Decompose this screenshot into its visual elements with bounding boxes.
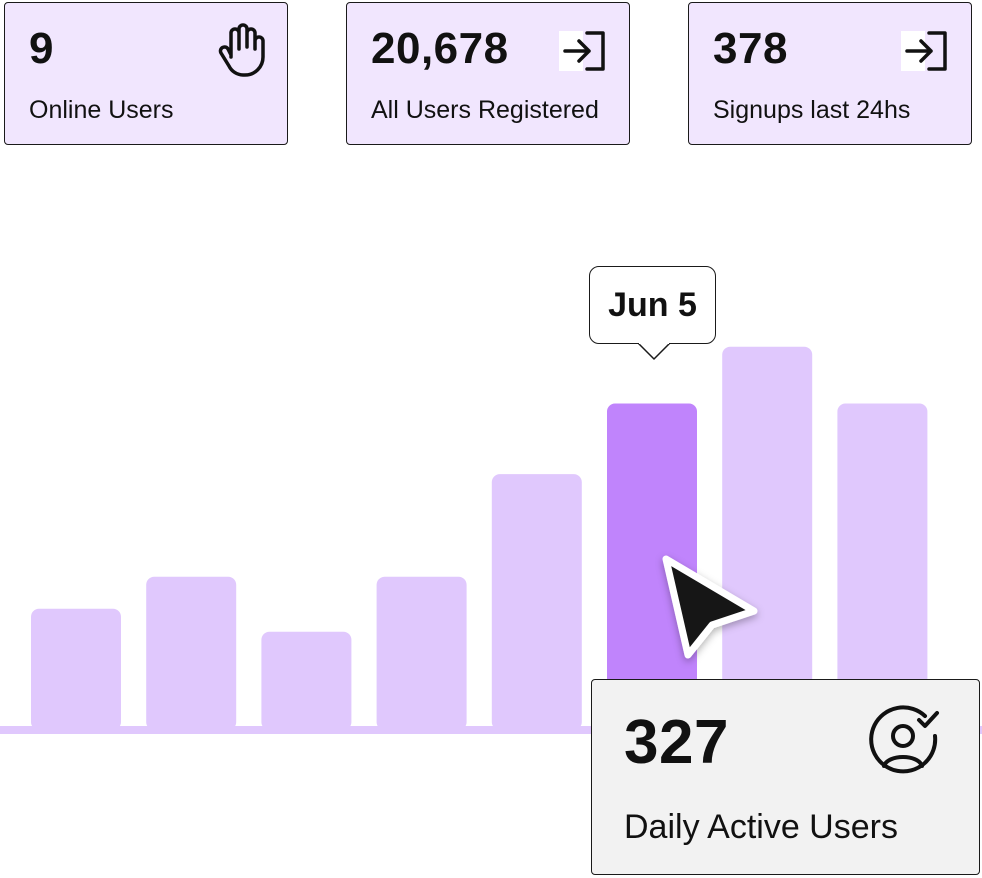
- stat-card-all-users: 20,678 All Users Registered: [346, 2, 630, 145]
- chart-bar[interactable]: [722, 346, 813, 730]
- daily-active-users-label: Daily Active Users: [624, 808, 898, 846]
- all-users-label: All Users Registered: [371, 96, 599, 124]
- user-check-icon: [869, 705, 939, 774]
- online-users-value: 9: [29, 24, 54, 73]
- chart-bar[interactable]: [376, 576, 467, 731]
- chart-bar[interactable]: [31, 608, 121, 730]
- signups-value: 378: [713, 24, 788, 73]
- online-users-label: Online Users: [29, 96, 174, 124]
- x-axis-baseline: [0, 726, 982, 734]
- stat-card-signups: 378 Signups last 24hs: [688, 2, 972, 145]
- sign-in-icon: [901, 31, 947, 71]
- chart-bar[interactable]: [261, 631, 352, 731]
- hand-icon: [218, 23, 265, 77]
- chart-bar-selected[interactable]: [607, 403, 697, 731]
- chart-bar[interactable]: [837, 403, 928, 731]
- tooltip-pointer: [638, 343, 670, 360]
- daily-active-users-value: 327: [624, 708, 729, 777]
- sign-in-icon: [559, 31, 605, 71]
- chart-bar[interactable]: [146, 576, 237, 731]
- stat-card-online-users: 9 Online Users: [4, 2, 288, 145]
- mouse-pointer-icon: [662, 555, 758, 659]
- chart-bar[interactable]: [491, 474, 582, 730]
- daily-active-users-bar-chart: [0, 346, 982, 734]
- date-tooltip: Jun 5: [589, 266, 716, 344]
- daily-active-users-card: 327 Daily Active Users: [591, 679, 980, 875]
- signups-label: Signups last 24hs: [713, 96, 911, 124]
- all-users-value: 20,678: [371, 24, 509, 73]
